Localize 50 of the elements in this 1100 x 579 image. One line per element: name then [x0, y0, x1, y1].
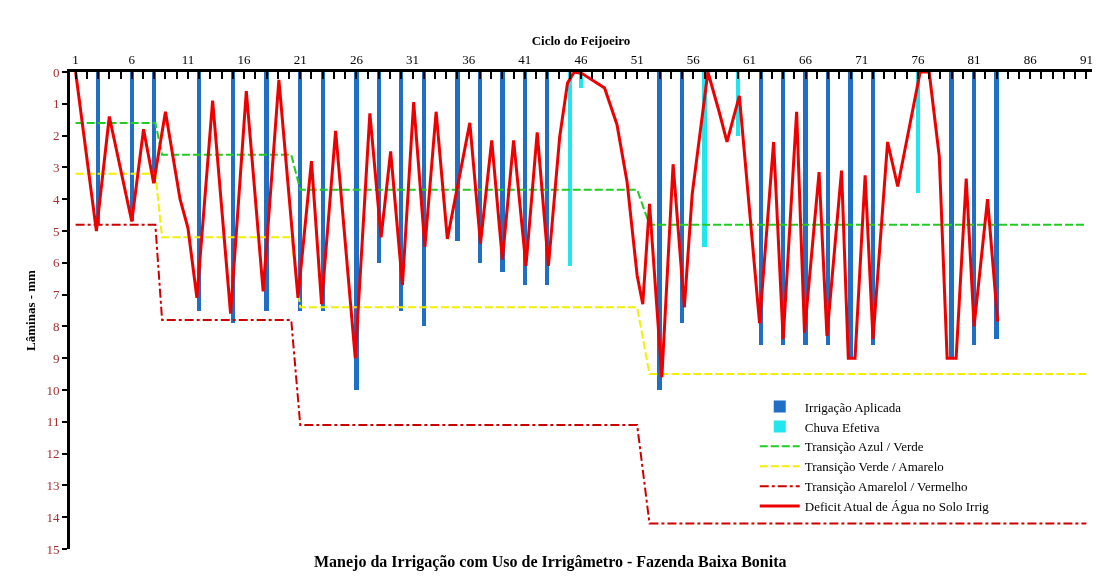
x-tick-label: 36: [462, 51, 476, 67]
x-tick-label: 41: [518, 51, 532, 67]
y-tick-label: 10: [46, 382, 60, 398]
y-tick-label: 9: [52, 350, 60, 366]
y-tick-label: 3: [52, 159, 60, 175]
y-tick-label: 11: [46, 414, 60, 430]
x-tick-label: 76: [911, 51, 925, 67]
y-tick-label: 2: [52, 128, 60, 144]
y-tick-label: 15: [46, 541, 60, 557]
x-tick-label: 46: [574, 51, 588, 67]
line-series: [74, 223, 1088, 525]
bar: [568, 72, 572, 266]
x-tick-label: 1: [72, 51, 79, 67]
y-tick-label: 14: [46, 509, 60, 525]
x-tick-label: 71: [855, 51, 869, 67]
x-tick-label: 21: [293, 51, 307, 67]
x-tick-label: 56: [686, 51, 701, 67]
y-tick-label: 13: [46, 477, 60, 493]
y-tick-label: 5: [52, 223, 60, 239]
bar: [848, 72, 853, 358]
x-tick-label: 81: [967, 51, 981, 67]
x-tick-label: 51: [630, 51, 644, 67]
y-tick-label: 6: [52, 255, 60, 271]
y-tick-label: 0: [52, 64, 60, 80]
legend-label: Transição Verde / Amarelo: [804, 459, 944, 475]
y-axis-title: Lâminas - mm: [23, 269, 39, 351]
y-tick-label: 12: [46, 446, 60, 462]
legend-label: Irrigação Aplicada: [804, 399, 902, 415]
legend-label: Chuva Efetiva: [804, 419, 880, 435]
x-axis-title: Ciclo do Feijoeiro: [531, 32, 631, 48]
bar: [949, 72, 954, 358]
legend-label: Transição Azul / Verde: [804, 439, 924, 455]
x-tick-label: 91: [1079, 51, 1093, 67]
y-tick-label: 4: [52, 191, 60, 207]
y-tick-label: 7: [52, 287, 60, 303]
line-series: [74, 72, 1000, 379]
y-tick-label: 8: [52, 318, 60, 334]
legend-label: Deficit Atual de Água no Solo Irrig: [804, 499, 990, 515]
y-tick-label: 1: [52, 96, 60, 112]
x-tick-label: 66: [799, 51, 813, 67]
x-tick-label: 26: [349, 51, 364, 67]
x-tick-label: 86: [1023, 51, 1038, 67]
x-tick-label: 61: [742, 51, 756, 67]
x-tick-label: 16: [237, 51, 252, 67]
line-series: [74, 172, 1088, 376]
x-tick-label: 6: [128, 51, 136, 67]
x-tick-label: 31: [406, 51, 420, 67]
legend-label: Transição Amarelol / Vermelho: [804, 479, 968, 495]
x-tick-label: 11: [181, 51, 195, 67]
text: Manejo da Irrigação com Uso de Irrigâmetro - Fazenda Baixa Bonita: [314, 553, 787, 571]
